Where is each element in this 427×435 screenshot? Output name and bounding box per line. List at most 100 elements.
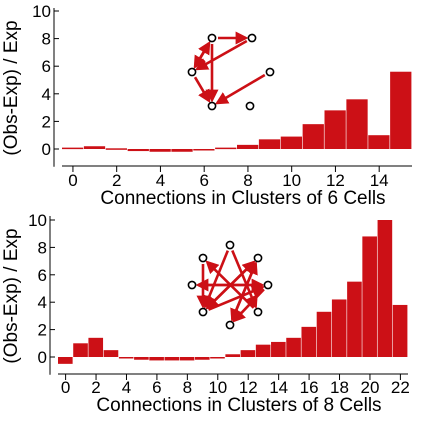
x-tick-label: 14 xyxy=(269,378,288,397)
network-node xyxy=(187,280,197,290)
bar xyxy=(390,71,412,149)
x-tick-label: 6 xyxy=(199,171,208,190)
network-edge xyxy=(214,73,266,105)
bar xyxy=(127,149,149,152)
x-tick-label: 12 xyxy=(239,378,258,397)
bar xyxy=(377,220,393,357)
y-tick-label: 10 xyxy=(28,211,47,230)
bar xyxy=(240,350,256,357)
y-tick-label: 4 xyxy=(42,85,51,104)
bar xyxy=(88,337,104,357)
bar xyxy=(103,350,119,357)
network-node xyxy=(253,253,263,263)
bar xyxy=(62,147,84,150)
y-axis-title: (Obs-Exp) / Exp xyxy=(1,228,22,363)
bar xyxy=(193,149,215,151)
network-node xyxy=(245,101,255,111)
x-tick-label: 2 xyxy=(91,378,100,397)
bar xyxy=(194,357,210,360)
bar xyxy=(331,299,347,357)
network-edge xyxy=(203,250,230,309)
bar xyxy=(73,343,88,357)
bar xyxy=(149,357,164,361)
bar xyxy=(258,139,281,149)
y-tick-label: 10 xyxy=(32,2,51,21)
bar xyxy=(368,135,390,149)
network-node xyxy=(247,33,257,43)
bar xyxy=(255,344,271,357)
bar xyxy=(324,110,346,149)
network-edge xyxy=(194,39,248,71)
x-axis-title: Connections in Clusters of 6 Cells xyxy=(100,188,385,209)
network-node xyxy=(207,101,217,111)
bar xyxy=(316,311,332,357)
x-tick-label: 4 xyxy=(122,378,131,397)
y-axis-title: (Obs-Exp) / Exp xyxy=(1,20,22,155)
x-tick-label: 14 xyxy=(370,171,389,190)
x-tick-label: 2 xyxy=(112,171,121,190)
network-node xyxy=(253,307,263,317)
x-tick-label: 12 xyxy=(326,171,345,190)
network-node xyxy=(265,67,275,77)
x-tick-label: 22 xyxy=(391,378,410,397)
network-node xyxy=(263,280,273,290)
x-tick-label: 0 xyxy=(61,378,70,397)
bar xyxy=(301,326,317,357)
inset-network-graph xyxy=(187,31,275,111)
network-edge xyxy=(208,285,265,311)
y-tick-label: 2 xyxy=(38,321,47,340)
bar xyxy=(392,304,408,357)
x-tick-label: 20 xyxy=(360,378,379,397)
bar xyxy=(58,357,73,364)
network-node xyxy=(207,33,217,43)
bar xyxy=(302,124,324,149)
bar xyxy=(346,99,368,149)
network-node xyxy=(225,240,235,250)
bar xyxy=(215,147,237,150)
x-tick-label: 6 xyxy=(152,378,161,397)
x-tick-label: 8 xyxy=(183,378,192,397)
chart-panel-8-cells: 0 2 4 6 8 10 (Obs-Exp) / Exp 0 2 4 6 8 10 12 14 16 18 20 2… xyxy=(1,211,410,416)
x-tick-label: 10 xyxy=(282,171,301,190)
bar xyxy=(164,357,180,361)
bar xyxy=(179,357,195,361)
network-edge xyxy=(230,262,257,322)
network-edge xyxy=(193,40,211,68)
x-tick-label: 10 xyxy=(208,378,227,397)
bar xyxy=(210,357,225,359)
network-node xyxy=(198,307,208,317)
bar xyxy=(83,146,106,149)
x-tick-label: 16 xyxy=(300,378,319,397)
y-tick-label: 8 xyxy=(42,30,51,49)
x-tick-label: 8 xyxy=(243,171,252,190)
bar xyxy=(280,136,303,149)
bar xyxy=(225,354,241,357)
bar xyxy=(134,357,149,360)
y-tick-label: 4 xyxy=(38,293,47,312)
bar xyxy=(171,149,193,152)
x-tick-label: 0 xyxy=(68,171,77,190)
y-tick-label: 6 xyxy=(38,266,47,285)
network-node xyxy=(198,253,208,263)
network-edge xyxy=(193,76,211,104)
x-tick-label: 4 xyxy=(156,171,165,190)
y-tick-label: 0 xyxy=(38,348,47,367)
y-tick-label: 0 xyxy=(42,140,51,159)
bar xyxy=(118,357,134,359)
bar xyxy=(237,144,259,149)
y-tick-label: 6 xyxy=(42,57,51,76)
chart-panel-6-cells: 0 2 4 6 8 10 (Obs-Exp) / Exp 0 2 4 6 8 10 12 14Connect… xyxy=(1,2,412,209)
x-tick-label: 18 xyxy=(330,378,349,397)
bar xyxy=(105,148,128,150)
bar xyxy=(149,149,171,152)
inset-network-graph xyxy=(187,240,273,330)
bar xyxy=(347,281,362,357)
x-axis-title: Connections in Clusters of 8 Cells xyxy=(96,395,381,416)
bar xyxy=(362,236,377,357)
network-node xyxy=(225,320,235,330)
y-tick-label: 2 xyxy=(42,112,51,131)
bar xyxy=(271,341,286,357)
network-node xyxy=(187,67,197,77)
bar xyxy=(286,337,301,357)
